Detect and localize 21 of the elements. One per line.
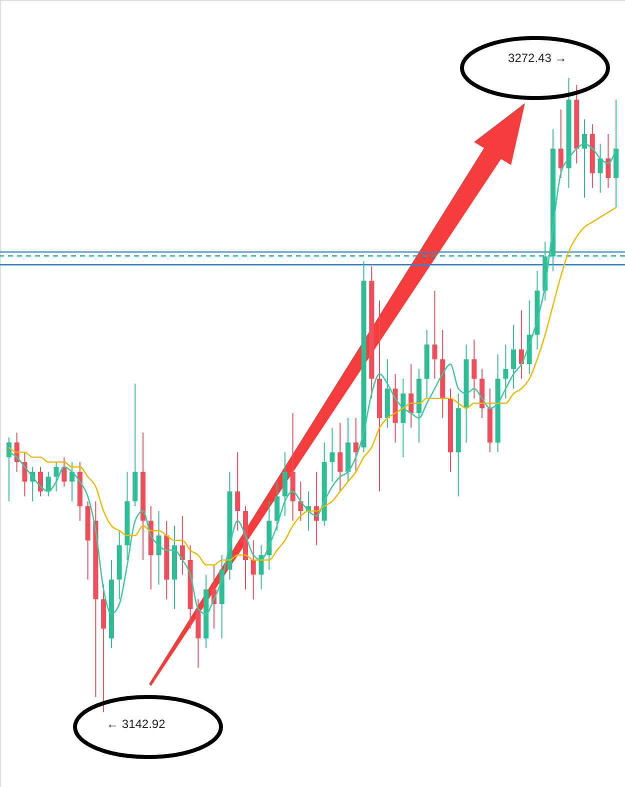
- candlestick: [54, 462, 59, 492]
- candlestick: [38, 466, 43, 497]
- candlestick: [250, 540, 256, 600]
- candlestick: [511, 324, 516, 390]
- candlestick: [558, 108, 564, 179]
- candlestick: [503, 344, 508, 399]
- candlestick: [606, 133, 611, 188]
- candlestick: [180, 515, 185, 576]
- candlestick: [156, 510, 162, 585]
- candlestick: [338, 422, 343, 492]
- candlestick: [598, 143, 603, 194]
- candlestick: [432, 290, 438, 380]
- candlestick: [235, 452, 240, 532]
- candlestick: [582, 118, 588, 198]
- candlestick: [353, 417, 358, 472]
- candlestick: [298, 481, 304, 522]
- candlestick: [330, 427, 335, 482]
- candlestick: [46, 471, 51, 497]
- text: 3272.43 →: [508, 51, 567, 65]
- candlestick: [472, 339, 477, 399]
- text: ← 3142.92: [106, 717, 166, 732]
